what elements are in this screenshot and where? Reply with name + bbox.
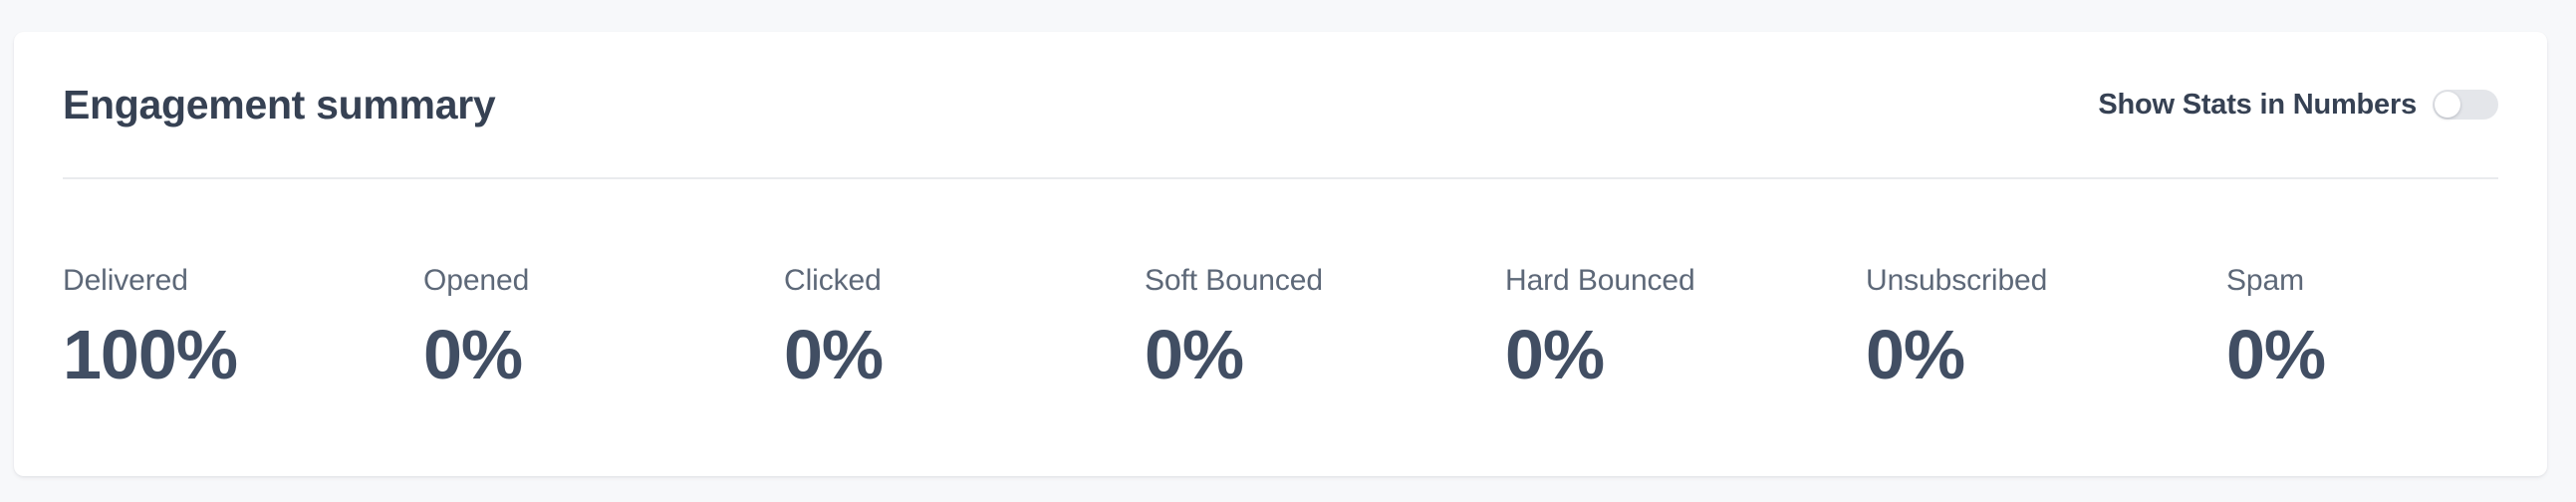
stat-column-spam: Spam 0% [2226,263,2326,394]
stat-label: Hard Bounced [1505,263,1695,297]
stat-column-clicked: Clicked 0% [784,264,1145,390]
show-stats-toggle-group: Show Stats in Numbers [2098,89,2498,122]
stat-value: 0% [1505,316,1605,394]
toggle-knob-icon [2435,92,2460,118]
stat-value: 0% [2226,316,2326,394]
stat-value: 0% [784,316,884,394]
stat-value: 0% [1866,316,1965,394]
stat-value: 0% [423,316,523,394]
stat-label: Spam [2226,263,2304,297]
stat-column-soft-bounced: Soft Bounced 0% [1145,264,1505,390]
stats-row: Delivered 100% Opened 0% Clicked 0% Soft… [14,179,2547,474]
stat-label: Soft Bounced [1145,263,1323,297]
stat-label: Delivered [63,263,188,297]
card-header: Engagement summary Show Stats in Numbers [14,32,2547,177]
header-divider [63,177,2498,179]
show-stats-toggle[interactable] [2433,90,2498,120]
show-stats-toggle-label: Show Stats in Numbers [2098,88,2417,121]
stat-column-delivered: Delivered 100% [63,264,423,390]
stat-label: Clicked [784,263,882,297]
page-title: Engagement summary [63,81,496,127]
stat-column-hard-bounced: Hard Bounced 0% [1505,264,1866,390]
engagement-summary-card: Engagement summary Show Stats in Numbers… [14,32,2547,476]
stat-column-unsubscribed: Unsubscribed 0% [1866,264,2226,390]
stat-column-opened: Opened 0% [423,264,784,390]
stat-label: Opened [423,263,530,297]
stat-label: Unsubscribed [1866,263,2048,297]
stat-value: 100% [63,316,238,394]
stat-value: 0% [1145,316,1244,394]
